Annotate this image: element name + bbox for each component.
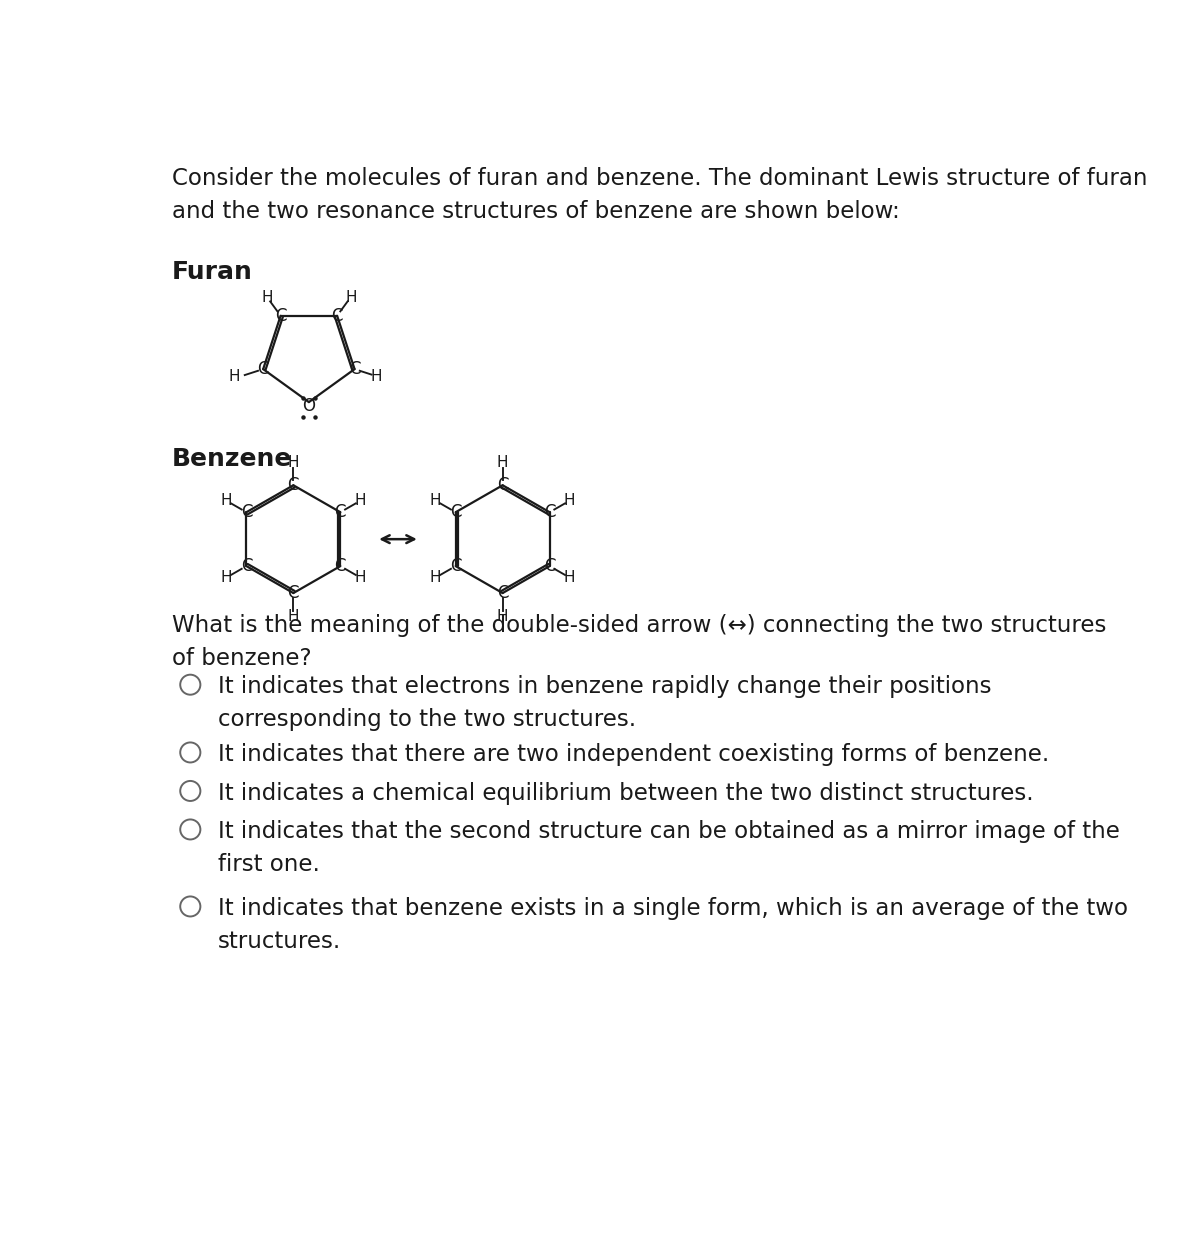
Text: H: H [288,454,299,470]
Text: H: H [497,608,509,623]
Text: H: H [564,570,576,585]
Text: H: H [221,570,232,585]
Text: C: C [335,504,346,521]
Text: C: C [497,476,509,495]
Text: H: H [355,570,366,585]
Text: It indicates that the second structure can be obtained as a mirror image of the
: It indicates that the second structure c… [218,820,1120,876]
Text: What is the meaning of the double-sided arrow (↔) connecting the two structures
: What is the meaning of the double-sided … [172,614,1106,670]
Text: Benzene: Benzene [172,447,292,471]
Text: H: H [430,570,442,585]
Text: C: C [331,307,343,325]
Text: H: H [221,494,232,509]
Text: C: C [258,360,269,378]
Text: H: H [262,290,272,305]
Text: Consider the molecules of furan and benzene. The dominant Lewis structure of fur: Consider the molecules of furan and benz… [172,167,1147,223]
Text: C: C [335,558,346,575]
Text: H: H [497,454,509,470]
Text: H: H [371,369,383,384]
Text: It indicates that there are two independent coexisting forms of benzene.: It indicates that there are two independ… [218,743,1050,767]
Text: O: O [302,397,316,415]
Text: C: C [450,558,461,575]
Text: H: H [346,290,356,305]
Text: H: H [228,369,240,384]
Text: H: H [430,494,442,509]
Text: C: C [450,504,461,521]
Text: It indicates a chemical equilibrium between the two distinct structures.: It indicates a chemical equilibrium betw… [218,782,1034,805]
Text: It indicates that electrons in benzene rapidly change their positions
correspond: It indicates that electrons in benzene r… [218,675,991,731]
Text: C: C [288,584,299,602]
Text: C: C [497,584,509,602]
Text: C: C [349,360,360,378]
Text: C: C [288,476,299,495]
Text: C: C [544,504,556,521]
Text: C: C [544,558,556,575]
Text: H: H [355,494,366,509]
Text: It indicates that benzene exists in a single form, which is an average of the tw: It indicates that benzene exists in a si… [218,898,1128,953]
Text: H: H [564,494,576,509]
Text: C: C [241,558,252,575]
Text: Furan: Furan [172,259,252,283]
Text: H: H [288,608,299,623]
Text: C: C [275,307,287,325]
Text: C: C [241,504,252,521]
